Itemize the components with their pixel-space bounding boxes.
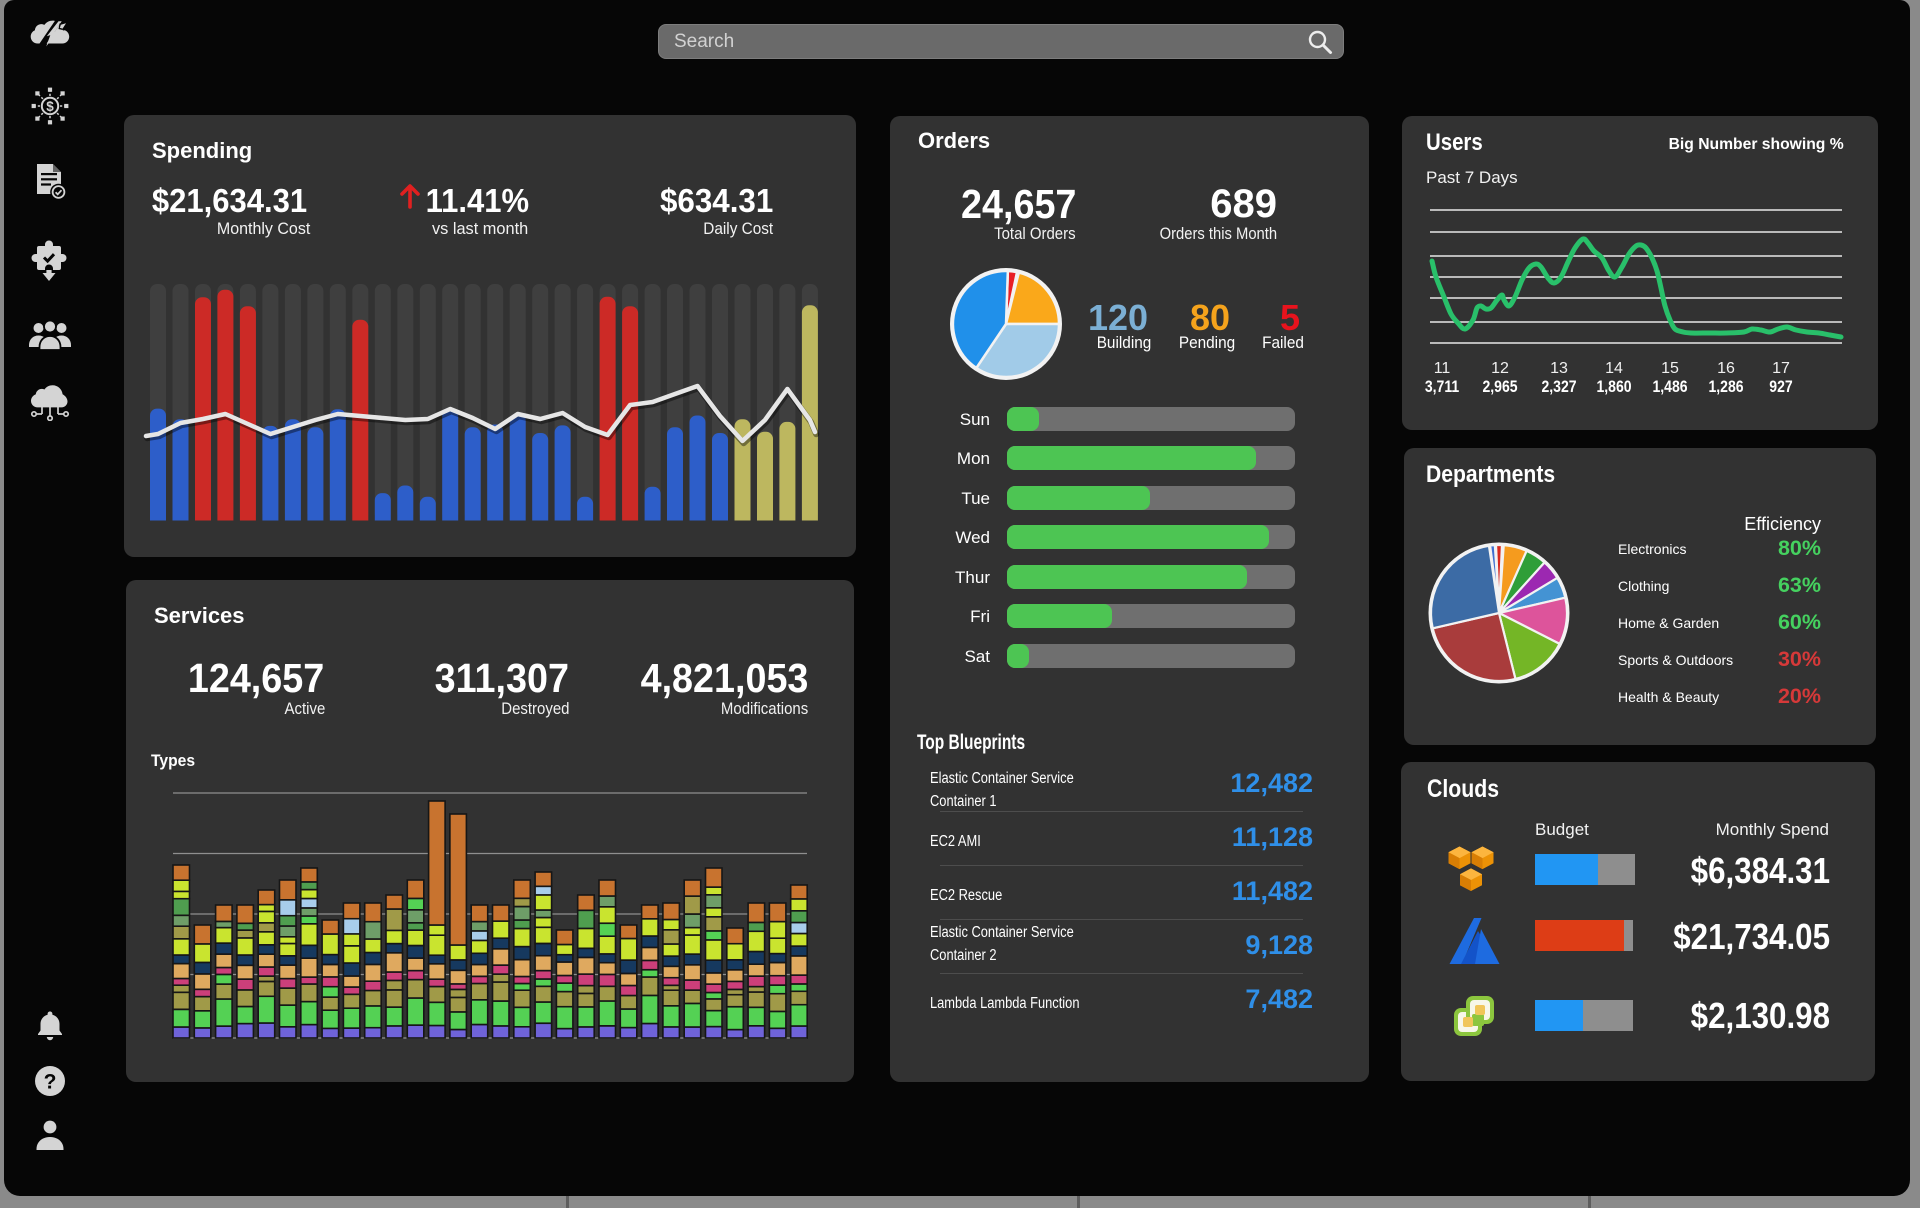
- svg-text:?: ?: [44, 1071, 57, 1094]
- svg-text:$: $: [46, 99, 54, 114]
